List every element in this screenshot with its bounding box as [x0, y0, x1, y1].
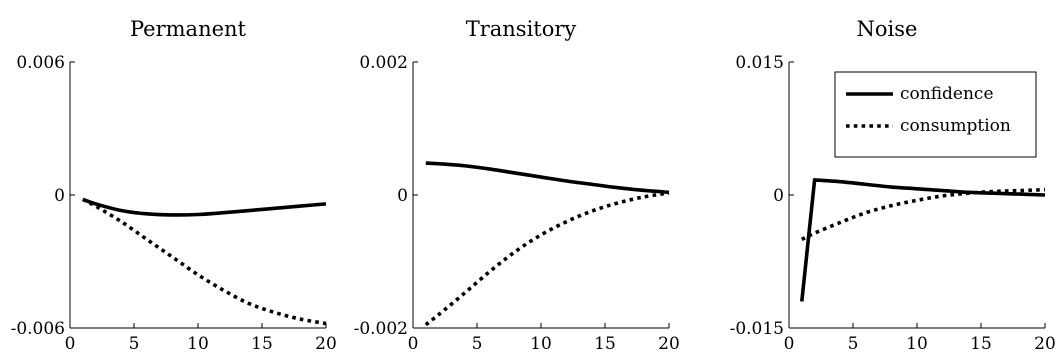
chart-title: Transitory: [466, 17, 577, 41]
series-line-confidence: [425, 161, 670, 195]
y-tick-label: 0.015: [735, 53, 784, 73]
y-tick-label: 0: [54, 186, 65, 206]
series-line-consumption: [81, 197, 327, 326]
y-tick-label: 0.002: [359, 53, 408, 73]
series-line-consumption: [424, 191, 670, 327]
x-tick-label: 15: [594, 334, 616, 354]
series-line-consumption: [801, 187, 1046, 241]
legend: confidence consumption: [834, 71, 1037, 158]
series-line-confidence: [800, 178, 1046, 302]
x-tick-label: 20: [658, 334, 680, 354]
x-tick-label: 15: [251, 334, 273, 354]
chart-title: Noise: [857, 17, 918, 41]
x-tick-label: 0: [408, 334, 419, 354]
legend-box: [834, 71, 1037, 158]
y-tick-label: -0.006: [11, 319, 65, 339]
x-tick-label: 10: [906, 334, 928, 354]
x-tick-label: 5: [472, 334, 483, 354]
y-tick-label: 0: [397, 186, 408, 206]
y-tick-label: -0.015: [730, 319, 784, 339]
x-tick-label: 20: [315, 334, 337, 354]
x-tick-label: 10: [530, 334, 552, 354]
x-tick-label: 20: [1034, 334, 1056, 354]
x-tick-label: 10: [187, 334, 209, 354]
x-tick-label: 5: [848, 334, 859, 354]
legend-label: consumption: [900, 116, 1011, 136]
x-tick-label: 15: [970, 334, 992, 354]
chart-title: Permanent: [130, 17, 247, 41]
y-tick-label: 0: [773, 186, 784, 206]
series-line-confidence: [82, 197, 327, 217]
x-tick-label: 0: [65, 334, 76, 354]
x-tick-label: 5: [129, 334, 140, 354]
y-tick-label: -0.002: [354, 319, 408, 339]
legend-label: confidence: [900, 84, 994, 104]
x-tick-label: 0: [784, 334, 795, 354]
y-tick-label: 0.006: [16, 53, 65, 73]
